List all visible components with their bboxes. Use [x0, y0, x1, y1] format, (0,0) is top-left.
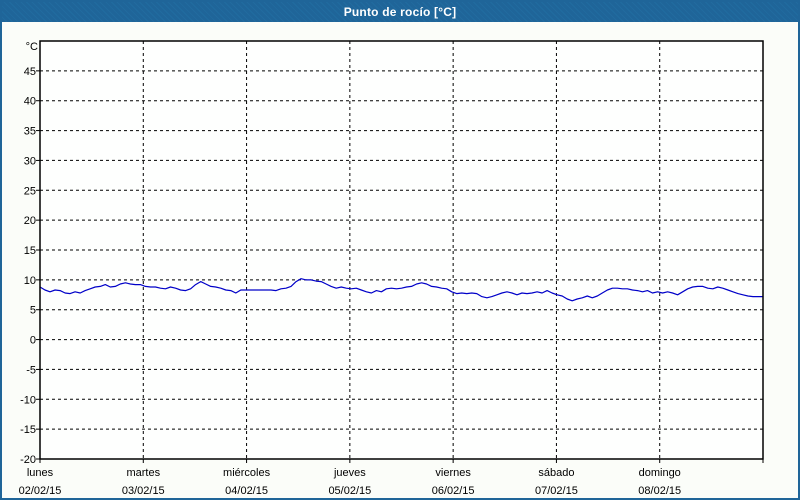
- day-name-label: domingo: [639, 467, 681, 479]
- y-tick-label: 45: [24, 66, 36, 78]
- chart-title-bar: Punto de rocío [°C]: [2, 2, 798, 22]
- horizontal-gridlines: [40, 70, 763, 430]
- day-date-label: 07/02/15: [535, 485, 578, 497]
- day-name-label: martes: [126, 467, 160, 479]
- chart-title: Punto de rocío [°C]: [343, 5, 457, 19]
- day-name-label: sábado: [538, 467, 574, 479]
- y-tick-label: 20: [24, 215, 36, 227]
- y-tick-label: 35: [24, 126, 36, 138]
- day-name-label: jueves: [333, 467, 366, 479]
- y-tick-label: 0: [30, 335, 36, 347]
- day-name-label: viernes: [435, 467, 471, 479]
- day-name-label: lunes: [27, 467, 54, 479]
- x-axis-labels: lunes 02/02/15 martes 03/02/15 miércoles 04/0…: [19, 467, 682, 497]
- y-axis-labels: 45 40 35 30 25 20 15 10 5 0 -5 -10 -15 -20: [20, 66, 36, 466]
- y-tick-label: 10: [24, 275, 36, 287]
- y-tick-label: -5: [26, 364, 36, 376]
- dew-point-line: [39, 278, 764, 302]
- y-tick-label: 25: [24, 185, 36, 197]
- y-tick-label: 5: [30, 305, 36, 317]
- y-tick-label: 40: [24, 96, 36, 108]
- chart-area: 45 40 35 30 25 20 15 10 5 0 -5 -10 -15 -20 °C lunes 02/0…: [2, 22, 798, 498]
- day-name-label: miércoles: [223, 467, 271, 479]
- dew-point-chart: 45 40 35 30 25 20 15 10 5 0 -5 -10 -15 -20 °C lunes 02/0…: [19, 40, 764, 497]
- day-date-label: 08/02/15: [638, 485, 681, 497]
- day-date-label: 03/02/15: [122, 485, 165, 497]
- day-date-label: 02/02/15: [19, 485, 62, 497]
- y-tick-label: 30: [24, 155, 36, 167]
- y-axis-unit-label: °C: [26, 41, 38, 53]
- day-date-label: 06/02/15: [432, 485, 475, 497]
- plot-border: [39, 40, 764, 460]
- day-date-label: 04/02/15: [225, 485, 268, 497]
- day-date-label: 05/02/15: [328, 485, 371, 497]
- y-tick-label: -15: [20, 424, 36, 436]
- y-tick-label: 15: [24, 245, 36, 257]
- y-tick-label: -10: [20, 394, 36, 406]
- y-tick-label: -20: [20, 454, 36, 466]
- vertical-gridlines: [142, 41, 661, 459]
